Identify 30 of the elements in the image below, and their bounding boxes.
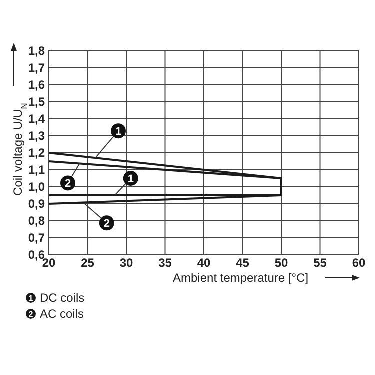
y-tick-label: 0,9 (28, 197, 46, 211)
y-tick-label: 1,4 (28, 112, 46, 126)
text: 1 (28, 294, 34, 303)
y-tick-label: 1,8 (28, 44, 46, 58)
annotation: 1 (128, 174, 134, 186)
x-tick-label: 55 (314, 256, 328, 270)
y-tick-label: 0,6 (28, 248, 46, 262)
x-tick-label: 45 (236, 256, 250, 270)
legend-label: AC coils (40, 307, 84, 321)
y-tick-label: 1,0 (28, 180, 46, 194)
y-tick-label: 1,1 (28, 163, 46, 177)
x-tick-label: 25 (81, 256, 95, 270)
y-tick-label: 0,8 (28, 214, 46, 228)
y-tick-label: 1,5 (28, 95, 46, 109)
annotation: 2 (64, 178, 72, 190)
x-tick-label: 50 (274, 256, 288, 270)
annotation: 2 (104, 218, 110, 230)
y-tick-label: 1,3 (28, 129, 46, 143)
x-tick-label: 35 (158, 256, 172, 270)
x-tick-label: 40 (197, 256, 211, 270)
y-tick-label: 0,7 (28, 231, 46, 245)
legend-label: DC coils (40, 291, 85, 305)
text: 2 (28, 310, 34, 319)
y-tick-label: 1,2 (28, 146, 46, 160)
annotation: 1 (115, 126, 122, 138)
x-tick-label: 60 (352, 256, 366, 270)
x-tick-label: 30 (120, 256, 134, 270)
y-tick-label: 1,7 (28, 61, 46, 75)
y-tick-label: 1,6 (28, 78, 46, 92)
x-axis-title: Ambient temperature [°C] (173, 271, 309, 285)
